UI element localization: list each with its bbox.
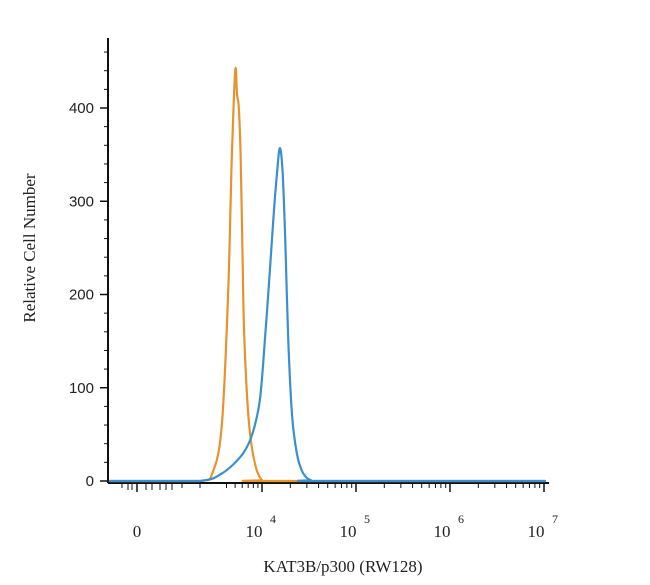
x-tick-exponent: 7 <box>552 512 558 526</box>
x-tick-label: 10 <box>434 522 451 541</box>
x-tick-exponent: 5 <box>364 512 370 526</box>
orange-histogram-line <box>108 66 547 483</box>
x-tick-exponent: 6 <box>458 512 464 526</box>
y-tick-label: 400 <box>69 100 94 117</box>
x-tick-label: 10 <box>340 522 357 541</box>
x-tick-label: 10 <box>528 522 545 541</box>
x-axis: 0 10 4 10 5 10 6 10 7 <box>108 482 558 541</box>
series-layer <box>108 66 547 483</box>
y-tick-label: 200 <box>69 287 94 304</box>
y-tick-label: 300 <box>69 193 94 210</box>
x-tick-label: 0 <box>133 522 142 541</box>
y-tick-label: 0 <box>86 473 94 490</box>
y-axis-title: Relative Cell Number <box>20 173 39 323</box>
blue-histogram-line <box>108 147 547 483</box>
x-tick-exponent: 4 <box>270 512 276 526</box>
y-axis: 0 100 200 300 400 <box>69 38 109 490</box>
x-axis-title: KAT3B/p300 (RW128) <box>263 557 422 576</box>
y-tick-label: 100 <box>69 380 94 397</box>
x-tick-label: 10 <box>246 522 263 541</box>
